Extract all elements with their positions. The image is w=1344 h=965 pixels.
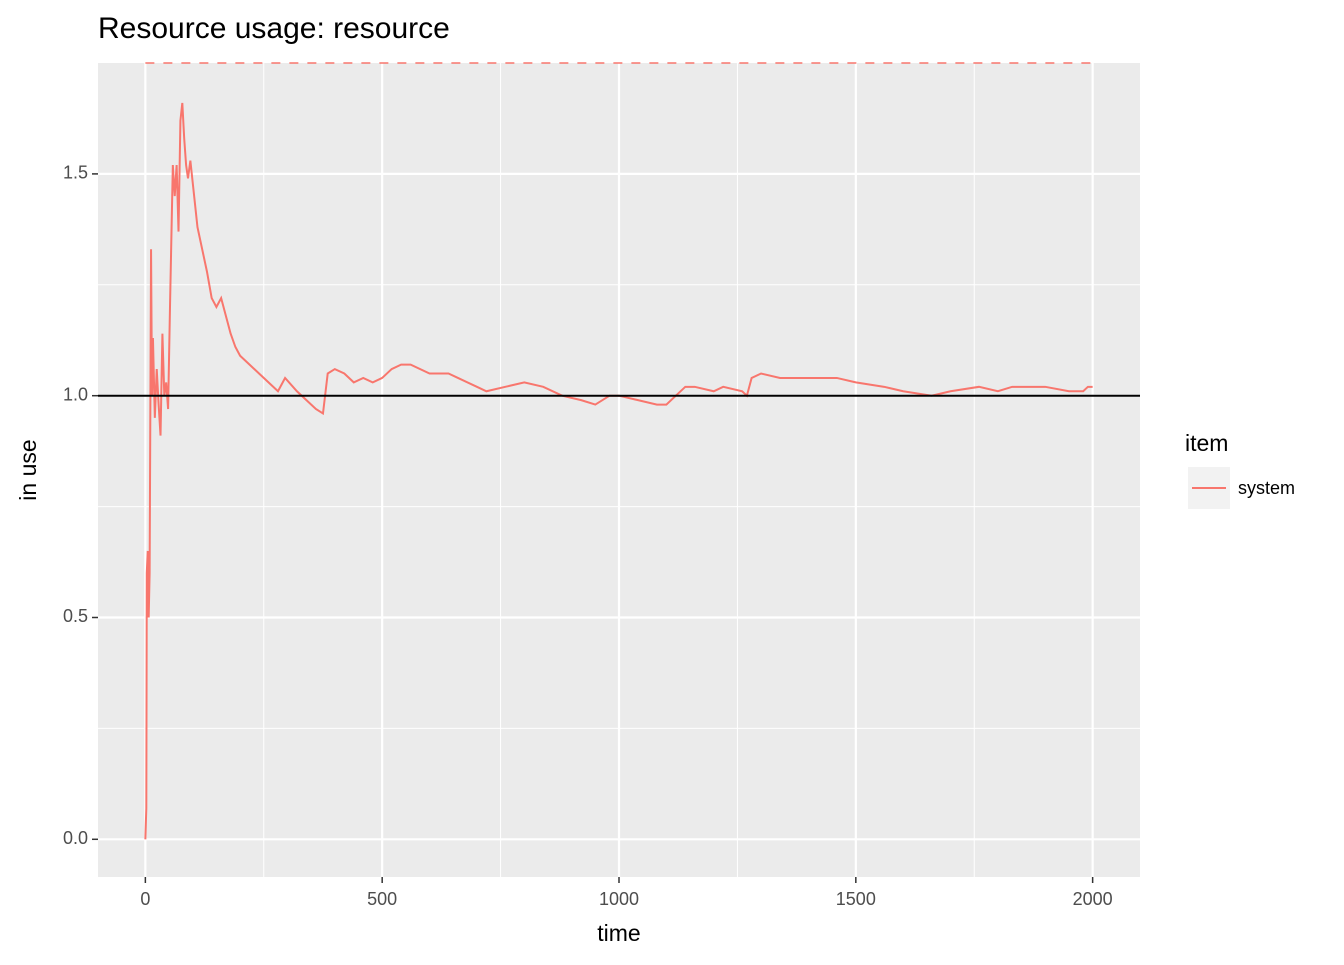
x-tick-label: 1500 — [836, 889, 876, 909]
x-axis-title: time — [597, 920, 640, 946]
legend-label: system — [1238, 478, 1295, 498]
y-tick-label: 0.5 — [63, 606, 88, 626]
x-tick-label: 0 — [140, 889, 150, 909]
legend-title: item — [1185, 430, 1228, 456]
y-tick-label: 1.5 — [63, 163, 88, 183]
y-tick-label: 1.0 — [63, 384, 88, 404]
data-line — [144, 102, 1093, 840]
x-tick-label: 500 — [367, 889, 397, 909]
y-axis-title: in use — [15, 439, 41, 500]
x-tick-label: 1000 — [599, 889, 639, 909]
chart-title: Resource usage: resource — [98, 12, 450, 45]
y-tick-label: 0.0 — [63, 828, 88, 848]
x-tick-label: 2000 — [1073, 889, 1113, 909]
